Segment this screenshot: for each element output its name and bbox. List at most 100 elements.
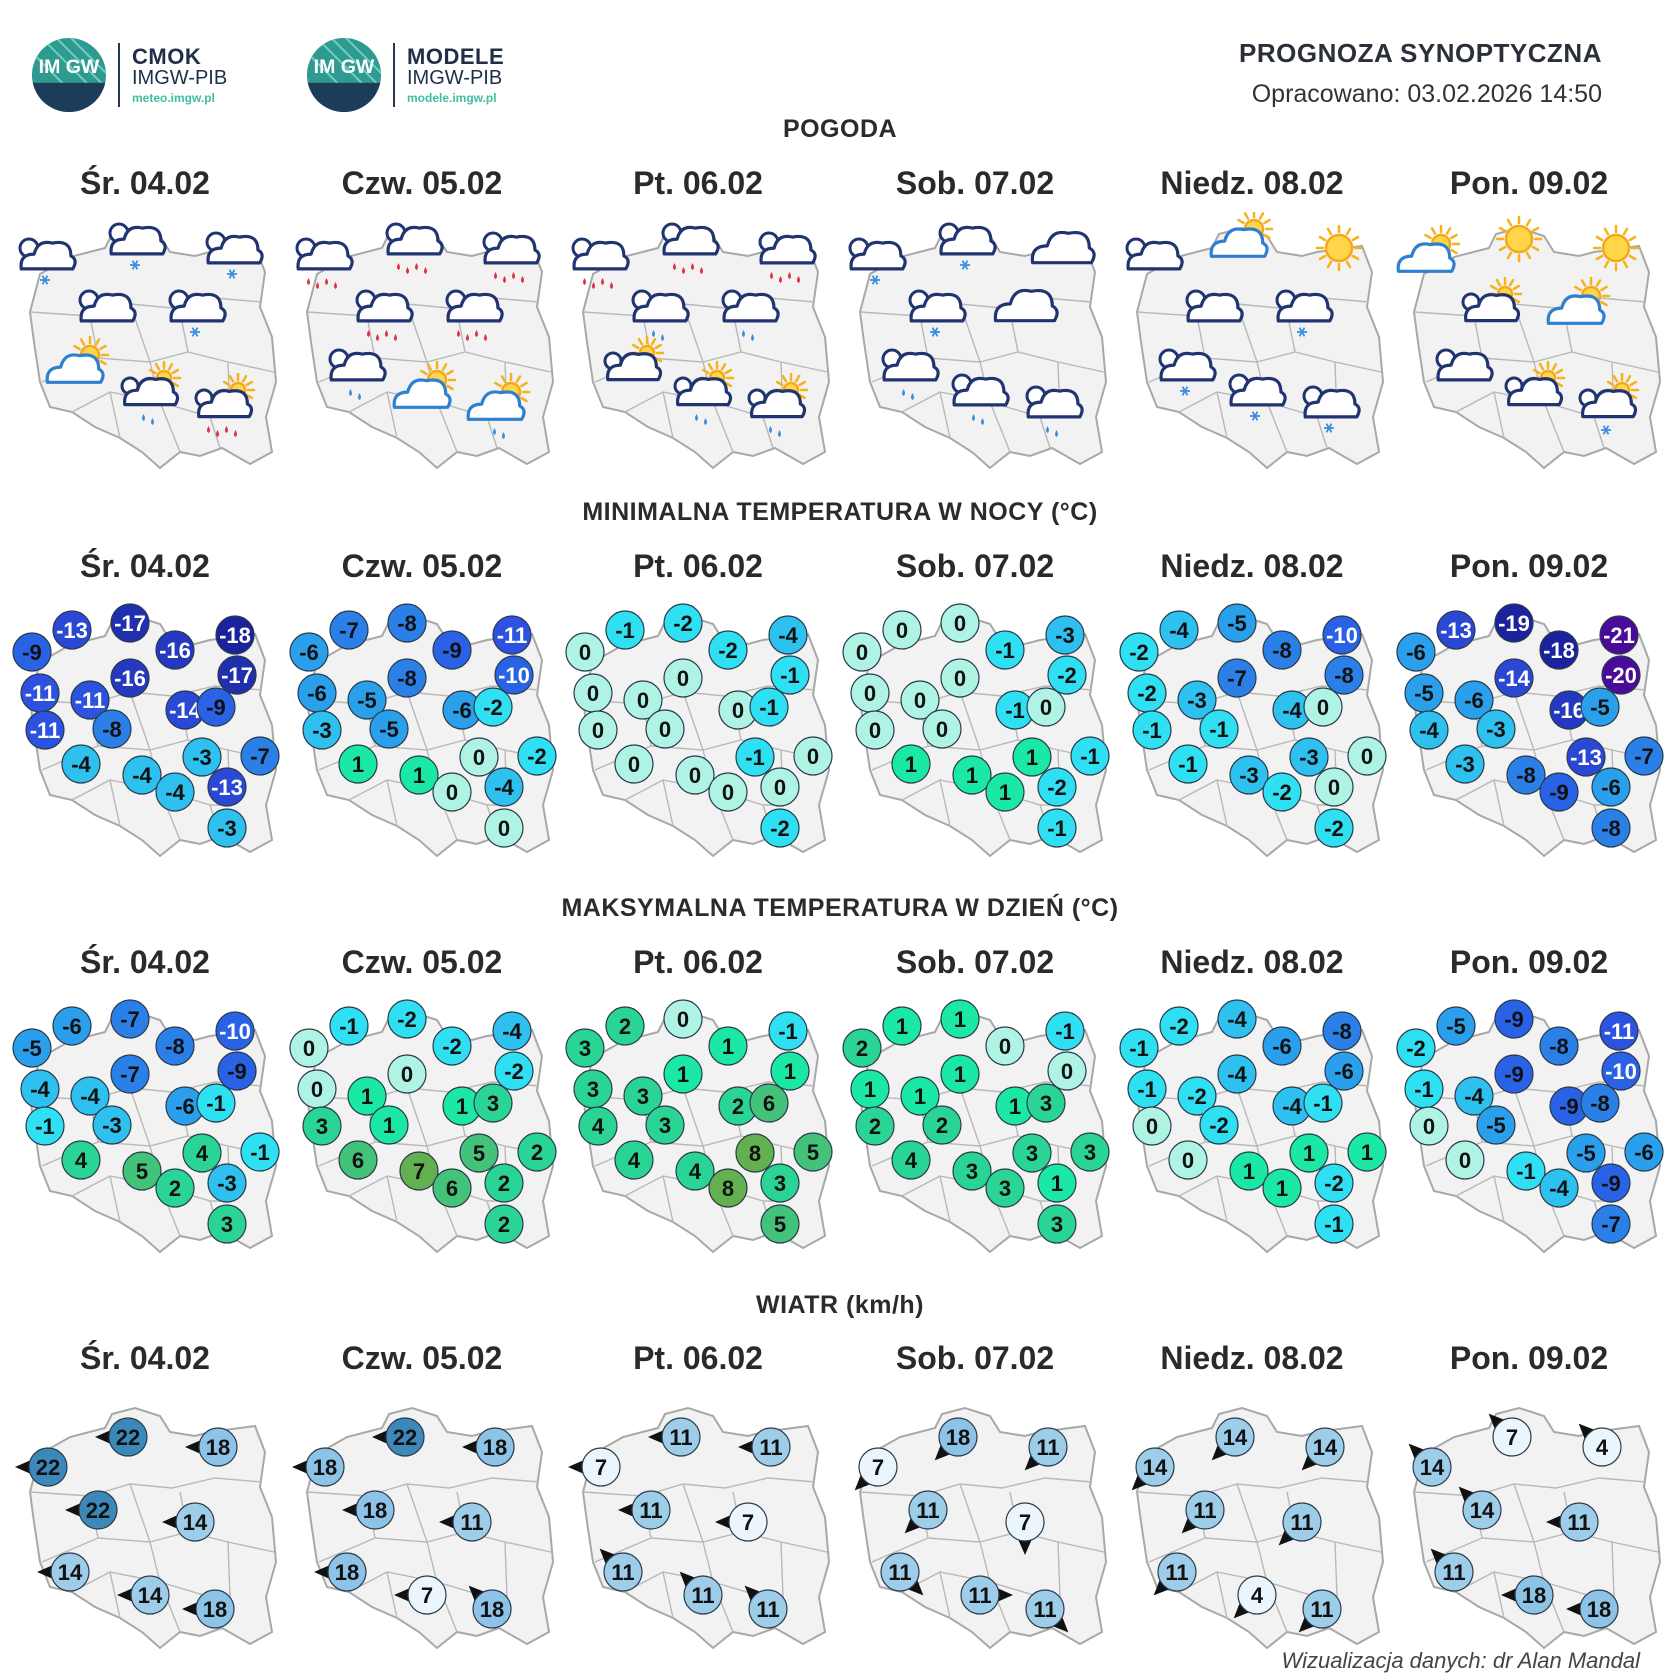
- temp-marker: -4: [1272, 690, 1312, 730]
- temp-value: -2: [1406, 1036, 1426, 1061]
- temp-value: 2: [531, 1140, 543, 1165]
- wind-speed: 18: [363, 1498, 387, 1523]
- temp-marker: 0: [663, 999, 703, 1039]
- temp-value: 0: [1459, 1148, 1471, 1173]
- temp-value: -6: [62, 1014, 82, 1039]
- wind-arrow-icon: [904, 1517, 921, 1534]
- logo-url[interactable]: modele.imgw.pl: [407, 91, 497, 106]
- temp-value: 1: [677, 1062, 689, 1087]
- temp-marker: -13: [52, 610, 92, 650]
- cloud-shape: [1030, 230, 1096, 265]
- temp-value: -9: [1549, 780, 1569, 805]
- cloud-shape: [1507, 377, 1564, 407]
- temp-value: 4: [75, 1148, 88, 1173]
- temp-value: 2: [169, 1176, 181, 1201]
- temp-marker: -2: [1262, 772, 1302, 812]
- wind-marker: 18: [342, 1490, 395, 1530]
- cloud-snow-icon: [848, 237, 907, 285]
- temp-value: -18: [1543, 638, 1575, 663]
- temp-value: -4: [494, 775, 514, 800]
- temp-marker: -2: [494, 1051, 534, 1091]
- wind-marker: 11: [618, 1490, 671, 1530]
- temp-value: -20: [1605, 663, 1637, 688]
- wind-speed: 22: [86, 1498, 110, 1523]
- temp-marker: 1: [442, 1086, 482, 1126]
- temp-value: -18: [219, 623, 251, 648]
- temp-value: -2: [673, 611, 693, 636]
- temp-value: -21: [1603, 623, 1635, 648]
- poland-map-tmin-1: -6-7 -8-9-11-10-6 -5-8-6-3 -51 100-2-4-20: [289, 603, 557, 858]
- modele-logo[interactable]: IM GW MODELE IMGW-PIB modele.imgw.pl: [305, 30, 504, 120]
- cloud-shape: [45, 353, 105, 384]
- cmok-logo[interactable]: IM GW CMOK IMGW-PIB meteo.imgw.pl: [30, 30, 227, 120]
- cloud-shape: [759, 234, 817, 265]
- temp-marker: 5: [122, 1151, 162, 1191]
- cloud-shape: [1026, 388, 1084, 419]
- temp-marker: -2: [708, 630, 748, 670]
- temp-marker: -11: [492, 615, 532, 655]
- temp-marker: 1: [770, 1051, 810, 1091]
- cloud-shape: [1159, 351, 1217, 382]
- temp-value: -8: [1332, 1019, 1352, 1044]
- temp-marker: 1: [1262, 1168, 1302, 1208]
- cloud-light-icon: [1435, 348, 1494, 382]
- temp-marker: -3: [207, 1163, 247, 1203]
- temp-marker: 0: [940, 603, 980, 643]
- temp-value: -10: [1605, 1059, 1637, 1084]
- cloud-sun-rain-icon: [120, 360, 182, 425]
- temp-marker: 1: [891, 744, 931, 784]
- cloud-shape: [392, 378, 452, 409]
- heavy-rain-icon: [583, 278, 613, 289]
- temp-marker: -10: [215, 1011, 255, 1051]
- temp-value: 3: [1026, 1141, 1038, 1166]
- temp-value: 0: [1182, 1148, 1194, 1173]
- temp-marker: -7: [329, 610, 369, 650]
- temp-value: 1: [1303, 1141, 1315, 1166]
- temp-marker: -2: [517, 736, 557, 776]
- temp-marker: 2: [517, 1132, 557, 1172]
- temp-marker: -1: [1404, 1069, 1444, 1109]
- temp-marker: -6: [1454, 680, 1494, 720]
- logo-org: IMGW-PIB: [132, 67, 228, 90]
- wind-speed: 11: [669, 1425, 692, 1450]
- temp-value: -1: [780, 663, 800, 688]
- temp-marker: -2: [1047, 655, 1087, 695]
- cloud-snow-icon: [908, 289, 967, 337]
- temp-value: 3: [659, 1113, 671, 1138]
- day-label-weather-1: Czw. 05.02: [341, 165, 503, 201]
- cloud-shape: [123, 377, 180, 407]
- temp-marker: -2: [1119, 632, 1159, 672]
- wind-marker: 22: [372, 1417, 425, 1457]
- temp-marker: -6: [1324, 1051, 1364, 1091]
- temp-marker: -1: [735, 737, 775, 777]
- temp-marker: -8: [1322, 1011, 1362, 1051]
- temp-marker: 0: [573, 673, 613, 713]
- temp-marker: 0: [459, 737, 499, 777]
- wind-arrow-icon: [439, 1515, 455, 1529]
- section-title-wind: WIATR (km/h): [755, 1291, 924, 1319]
- temp-value: -1: [759, 695, 779, 720]
- temp-marker: -1: [1119, 1028, 1159, 1068]
- wind-speed: 18: [206, 1435, 230, 1460]
- temp-value: -17: [221, 663, 253, 688]
- wind-arrow-icon: [1278, 1529, 1295, 1546]
- cloud-rain-icon: [951, 373, 1010, 425]
- poland-map-tmax-4: -1-2 -4-6-8-6-1 -2-4-40 -20 111-1-21-1: [1119, 999, 1387, 1254]
- temp-marker: -4: [484, 767, 524, 807]
- temp-marker: -14: [165, 690, 205, 730]
- poland-map-weather-4: [1125, 212, 1385, 470]
- temp-marker: -2: [1127, 673, 1167, 713]
- temp-value: 0: [1423, 1114, 1435, 1139]
- temp-marker: -8: [387, 658, 427, 698]
- poland-map-wind-5: 14 7 4 14 11 11 18 18: [1408, 1406, 1662, 1650]
- wind-speed: 11: [460, 1510, 483, 1535]
- temp-marker: 0: [297, 1069, 337, 1109]
- temp-marker: -4: [1539, 1168, 1579, 1208]
- temp-value: 0: [864, 681, 876, 706]
- logo-url[interactable]: meteo.imgw.pl: [132, 91, 215, 106]
- temp-value: 1: [456, 1094, 468, 1119]
- temp-marker: 0: [578, 710, 618, 750]
- day-label-tmin-0: Śr. 04.02: [80, 548, 210, 584]
- cloud-light-icon: [1185, 289, 1244, 323]
- wind-marker: 4: [1233, 1575, 1277, 1619]
